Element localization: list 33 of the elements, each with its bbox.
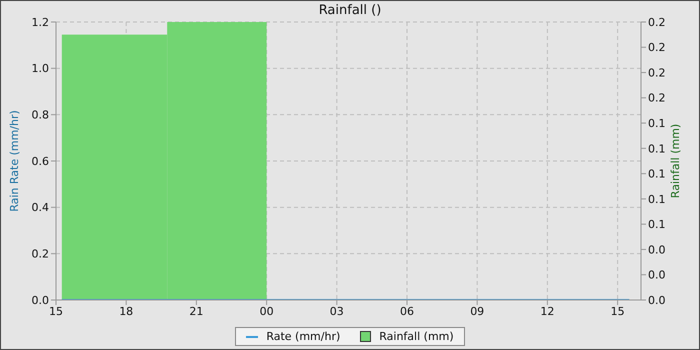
y2-axis-title: Rainfall (mm) [668, 124, 682, 198]
x-tick-label: 18 [119, 304, 134, 318]
y-axis-title: Rain Rate (mm/hr) [8, 110, 21, 212]
x-tick-label: 15 [49, 304, 63, 318]
y-tick-label: 1.2 [32, 16, 49, 29]
x-tick-label: 00 [260, 304, 274, 318]
y2-tick-label: 0.2 [648, 41, 666, 54]
y2-tick-label: 0.2 [648, 66, 666, 80]
y-tick-label: 0.8 [32, 108, 49, 122]
y-tick-label: 0.0 [32, 294, 49, 307]
x-tick-label: 21 [189, 304, 204, 318]
y2-tick-label: 0.0 [648, 268, 666, 282]
y2-tick-label: 0.1 [648, 192, 666, 206]
x-tick-label: 15 [610, 304, 625, 318]
x-tick-label: 09 [470, 304, 484, 318]
chart-title: Rainfall () [318, 3, 382, 18]
legend-label: Rate (mm/hr) [265, 330, 340, 343]
y2-tick-label: 0.2 [648, 92, 666, 105]
legend-label: Rainfall (mm) [378, 330, 454, 343]
y-tick-label: 0.6 [32, 154, 49, 168]
y2-tick-label: 0.1 [648, 116, 666, 130]
y2-tick-label: 0.1 [648, 218, 666, 232]
x-tick-label: 06 [400, 304, 414, 318]
y-tick-label: 0.2 [32, 248, 49, 261]
y2-tick-label: 0.1 [648, 142, 666, 156]
y2-tick-label: 0.0 [648, 243, 666, 256]
y2-tick-label: 0.1 [648, 168, 666, 181]
y2-tick-label: 0.2 [648, 16, 666, 29]
y-tick-label: 0.4 [32, 201, 49, 214]
x-tick-label: 03 [330, 304, 344, 318]
x-tick-label: 12 [540, 304, 554, 318]
y-tick-label: 1.0 [32, 62, 49, 76]
y2-tick-label: 0.0 [648, 294, 666, 307]
